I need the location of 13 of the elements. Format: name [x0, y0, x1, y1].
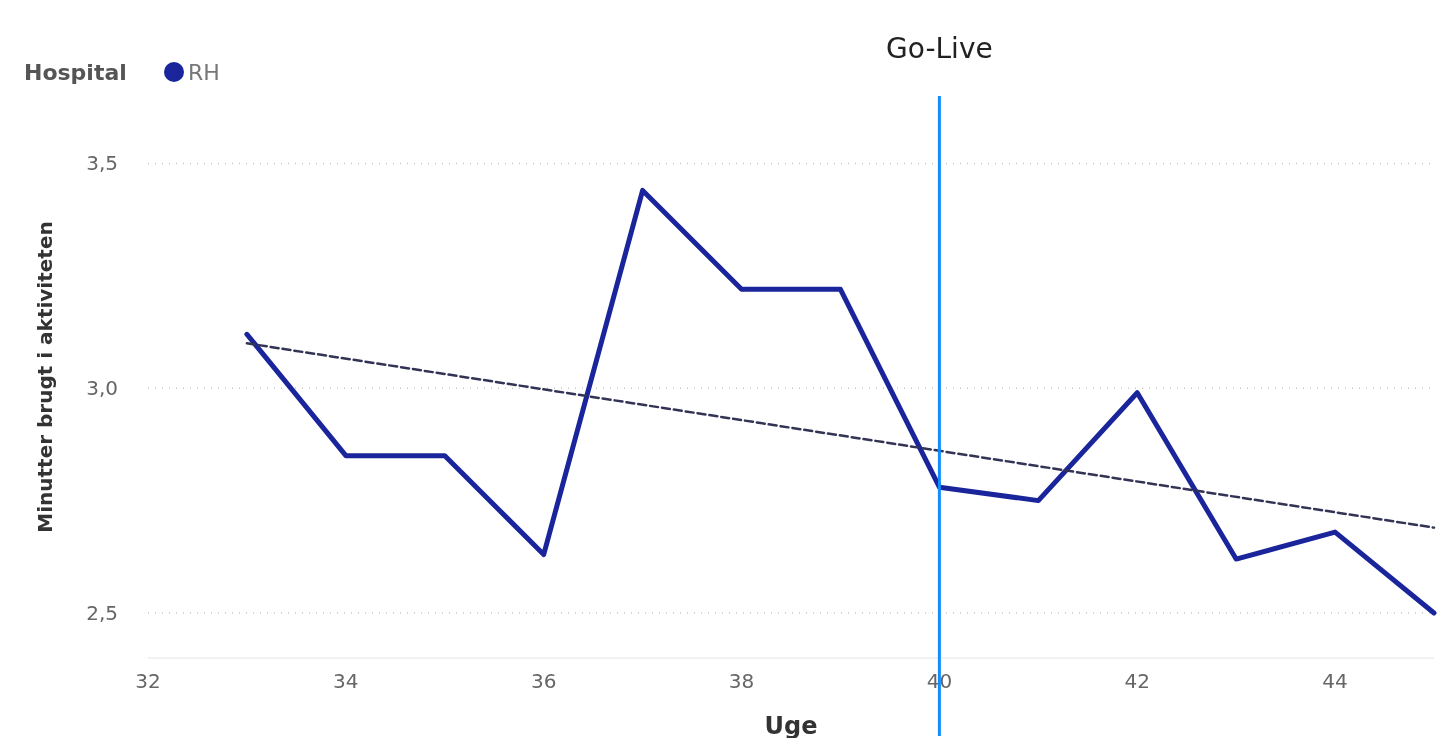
x-tick-label: 42: [1124, 669, 1150, 693]
x-tick-label: 32: [135, 669, 161, 693]
ref-line-label: Go-Live: [886, 32, 993, 65]
x-tick-label: 34: [333, 669, 359, 693]
y-tick-label: 3,0: [86, 376, 118, 401]
y-tick-label: 2,5: [86, 601, 118, 626]
legend-title: Hospital: [24, 59, 127, 85]
x-tick-label: 38: [728, 669, 755, 693]
x-tick-label: 44: [1322, 669, 1348, 693]
y-tick-label: 3,5: [86, 151, 118, 176]
x-tick-label: 36: [530, 669, 557, 693]
y-axis-title: Minutter brugt i aktiviteten: [33, 221, 57, 533]
legend-label: RH: [188, 59, 220, 85]
